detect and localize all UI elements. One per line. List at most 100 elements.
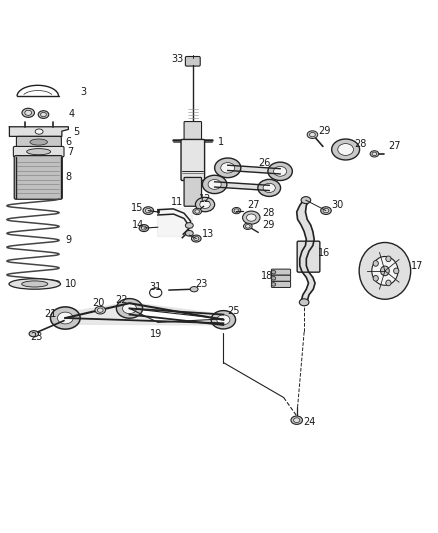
Ellipse shape (272, 270, 276, 274)
Ellipse shape (263, 183, 276, 192)
Text: 28: 28 (354, 139, 367, 149)
Polygon shape (228, 165, 280, 174)
Ellipse shape (299, 299, 309, 306)
Ellipse shape (247, 214, 256, 221)
Text: 15: 15 (131, 203, 143, 213)
Ellipse shape (244, 223, 252, 230)
Ellipse shape (202, 175, 227, 193)
Ellipse shape (258, 180, 281, 197)
Ellipse shape (394, 268, 399, 274)
Text: 20: 20 (92, 298, 105, 308)
FancyBboxPatch shape (272, 281, 290, 287)
Polygon shape (130, 309, 223, 322)
Ellipse shape (185, 223, 193, 228)
Text: 9: 9 (65, 235, 71, 245)
Text: 16: 16 (318, 248, 330, 259)
Ellipse shape (21, 281, 48, 287)
Text: 23: 23 (195, 279, 207, 289)
Ellipse shape (217, 315, 230, 325)
Text: 21: 21 (44, 309, 57, 319)
Ellipse shape (372, 256, 398, 285)
Ellipse shape (195, 209, 200, 213)
Ellipse shape (370, 151, 379, 157)
Ellipse shape (145, 208, 151, 213)
Ellipse shape (25, 110, 32, 115)
Ellipse shape (191, 235, 201, 242)
Ellipse shape (381, 266, 389, 276)
FancyBboxPatch shape (272, 269, 290, 275)
Text: 1: 1 (218, 137, 224, 147)
Text: 13: 13 (201, 229, 214, 239)
Polygon shape (65, 302, 223, 325)
Ellipse shape (190, 287, 198, 292)
Text: 27: 27 (247, 199, 259, 209)
Text: 33: 33 (171, 54, 183, 64)
Ellipse shape (310, 133, 315, 137)
Text: 18: 18 (261, 271, 273, 281)
Ellipse shape (221, 163, 235, 173)
Text: 10: 10 (65, 279, 78, 289)
Ellipse shape (97, 308, 103, 312)
FancyBboxPatch shape (184, 122, 201, 141)
Ellipse shape (245, 224, 250, 228)
FancyBboxPatch shape (297, 241, 320, 272)
Ellipse shape (208, 180, 221, 189)
Ellipse shape (272, 277, 276, 280)
Ellipse shape (386, 280, 391, 286)
Text: 19: 19 (150, 329, 162, 339)
Ellipse shape (232, 207, 241, 214)
Ellipse shape (30, 139, 47, 145)
Ellipse shape (195, 197, 215, 212)
Ellipse shape (141, 226, 147, 230)
Ellipse shape (193, 208, 201, 215)
FancyBboxPatch shape (181, 140, 205, 181)
Ellipse shape (307, 131, 318, 139)
Text: 4: 4 (68, 109, 74, 119)
Ellipse shape (243, 211, 260, 224)
Ellipse shape (373, 276, 378, 281)
Ellipse shape (41, 112, 46, 117)
Text: 6: 6 (65, 137, 71, 147)
Text: 8: 8 (65, 172, 71, 182)
Ellipse shape (272, 282, 276, 286)
Ellipse shape (194, 237, 199, 240)
Ellipse shape (9, 279, 60, 289)
Ellipse shape (321, 207, 331, 214)
Ellipse shape (373, 261, 378, 266)
Text: 17: 17 (411, 261, 424, 271)
Text: 12: 12 (199, 194, 211, 204)
Text: 30: 30 (332, 200, 344, 211)
Ellipse shape (215, 158, 241, 177)
Ellipse shape (234, 209, 239, 212)
Ellipse shape (27, 149, 51, 155)
Ellipse shape (274, 166, 287, 176)
Text: 22: 22 (115, 295, 127, 305)
Text: 3: 3 (81, 87, 87, 97)
Ellipse shape (386, 256, 391, 262)
FancyBboxPatch shape (13, 147, 64, 157)
Ellipse shape (143, 207, 154, 214)
Text: 14: 14 (132, 220, 144, 230)
Ellipse shape (200, 200, 210, 208)
Ellipse shape (291, 416, 303, 424)
Text: 28: 28 (263, 208, 275, 218)
Ellipse shape (293, 418, 300, 423)
Polygon shape (10, 127, 68, 136)
Ellipse shape (332, 139, 360, 160)
Text: 5: 5 (73, 127, 79, 137)
Ellipse shape (359, 243, 411, 299)
FancyBboxPatch shape (185, 56, 200, 66)
Text: 26: 26 (258, 158, 271, 168)
Text: 24: 24 (303, 417, 315, 427)
Ellipse shape (338, 143, 353, 156)
FancyBboxPatch shape (14, 156, 62, 199)
FancyBboxPatch shape (184, 177, 201, 206)
Ellipse shape (35, 129, 43, 134)
Text: 31: 31 (149, 281, 161, 292)
Text: 27: 27 (389, 141, 401, 151)
Ellipse shape (123, 303, 137, 313)
Ellipse shape (301, 197, 311, 204)
Polygon shape (215, 182, 269, 190)
Ellipse shape (268, 162, 292, 181)
Text: 23: 23 (30, 332, 43, 342)
